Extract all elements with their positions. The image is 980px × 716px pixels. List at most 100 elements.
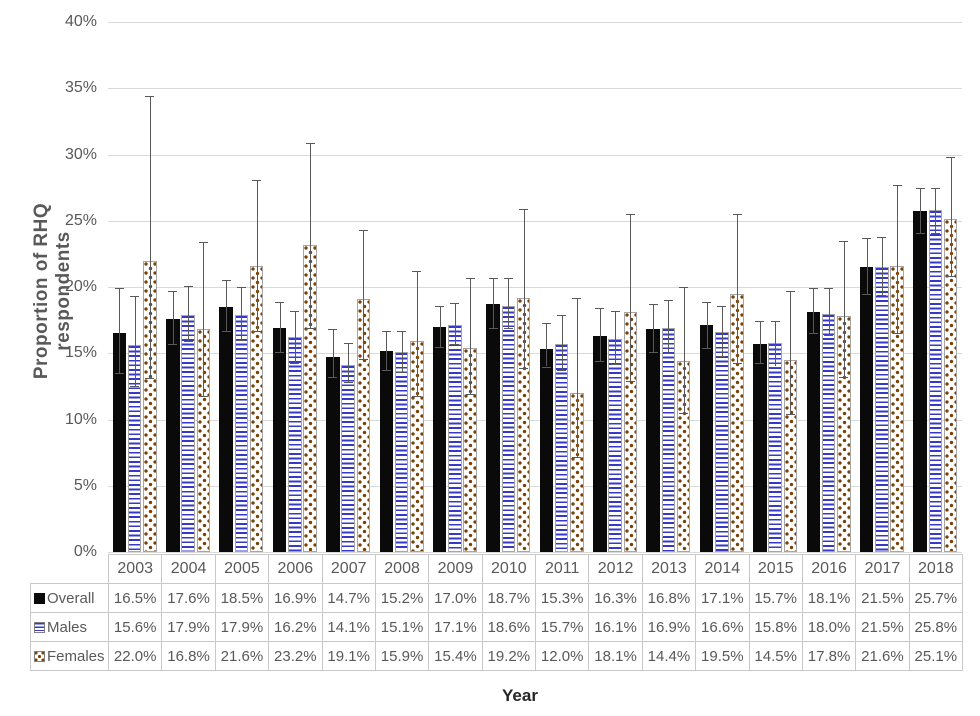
bar-overall-2005 <box>219 306 233 552</box>
errorbar-cap-low-males-2003 <box>130 386 140 388</box>
errorbar-cap-low-females-2014 <box>732 362 742 364</box>
errorbar-cap-low-females-2007 <box>358 358 368 360</box>
legend-label-overall: Overall <box>47 589 95 607</box>
errorbar-cap-low-overall-2012 <box>595 361 605 363</box>
value-overall-2016: 18.1% <box>801 583 857 613</box>
bar-overall-2018 <box>913 211 927 552</box>
value-females-2003: 22.0% <box>107 641 163 671</box>
errorbar-males-2009 <box>454 302 456 344</box>
errorbar-overall-2009 <box>439 305 441 347</box>
errorbar-overall-2016 <box>813 288 815 334</box>
bar-overall-2004 <box>166 318 180 552</box>
errorbar-males-2010 <box>508 277 510 329</box>
errorbar-cap-high-overall-2005 <box>221 280 231 282</box>
value-overall-2009: 17.0% <box>428 583 483 613</box>
table-header-row: 2003 2004 2005 2006 2007 2008 2009 2010 2011 2012… <box>31 554 964 584</box>
errorbar-cap-low-males-2014 <box>717 355 727 357</box>
errorbar-cap-low-overall-2009 <box>435 346 445 348</box>
errorbar-males-2003 <box>134 296 136 387</box>
errorbar-females-2014 <box>737 214 739 363</box>
errorbar-cap-low-overall-2011 <box>541 366 551 368</box>
errorbar-cap-low-males-2007 <box>343 382 353 384</box>
errorbar-overall-2011 <box>546 322 548 367</box>
errorbar-cap-high-females-2017 <box>892 184 902 186</box>
errorbar-males-2007 <box>348 342 350 383</box>
value-overall-2004: 17.6% <box>161 583 216 613</box>
errorbar-cap-low-overall-2007 <box>328 377 338 379</box>
bar-overall-2010 <box>486 304 500 552</box>
value-females-2018: 25.1% <box>908 641 964 671</box>
errorbar-males-2004 <box>188 285 190 342</box>
bar-overall-2017 <box>859 267 874 552</box>
value-females-2009: 15.4% <box>428 641 483 671</box>
errorbar-females-2009 <box>470 277 472 395</box>
value-females-2005: 21.6% <box>214 641 270 671</box>
errorbar-cap-high-males-2007 <box>343 342 353 344</box>
errorbar-overall-2018 <box>920 187 921 233</box>
legend-cell-males: Males <box>30 612 109 642</box>
errorbar-overall-2010 <box>493 277 494 329</box>
errorbar-cap-high-females-2011 <box>572 297 582 299</box>
bar-males-2010 <box>501 305 516 552</box>
value-females-2014: 19.5% <box>695 641 750 671</box>
bar-males-2008 <box>394 351 409 552</box>
errorbar-overall-2012 <box>599 308 601 362</box>
y-tick-label-30: 30% <box>64 145 97 163</box>
value-males-2007: 14.1% <box>321 612 376 642</box>
value-overall-2018: 25.7% <box>908 583 964 613</box>
errorbar-females-2012 <box>630 214 632 382</box>
year-label-2007: 2007 <box>321 554 376 584</box>
value-overall-2017: 21.5% <box>855 583 910 613</box>
errorbar-cap-high-overall-2008 <box>381 330 391 332</box>
bar-males-2006 <box>288 337 302 552</box>
gridline-5 <box>108 485 962 487</box>
gridline-40 <box>108 22 962 23</box>
errorbar-cap-low-females-2004 <box>198 395 208 397</box>
errorbar-cap-high-overall-2015 <box>755 321 765 323</box>
errorbar-females-2004 <box>203 241 205 396</box>
errorbar-females-2007 <box>363 230 365 359</box>
errorbar-males-2015 <box>775 321 777 367</box>
errorbar-cap-low-males-2006 <box>290 362 300 364</box>
errorbar-cap-low-overall-2014 <box>702 347 711 349</box>
errorbar-cap-high-males-2017 <box>877 236 887 238</box>
errorbar-cap-low-females-2013 <box>679 412 689 414</box>
errorbar-cap-low-males-2010 <box>503 328 513 330</box>
value-females-2007: 19.1% <box>321 641 376 671</box>
bar-overall-2014 <box>699 325 714 552</box>
year-label-2011: 2011 <box>534 554 590 584</box>
value-overall-2015: 15.7% <box>748 583 803 613</box>
table-row-males: Males 15.6% 17.9% 17.9% 16.2% 14.1% 15.1% 17.1%… <box>30 612 964 642</box>
errorbar-cap-high-overall-2013 <box>648 304 658 306</box>
errorbar-cap-high-overall-2003 <box>114 288 124 290</box>
value-males-2011: 15.7% <box>534 612 590 642</box>
errorbar-cap-low-overall-2013 <box>648 351 658 353</box>
errorbar-females-2005 <box>256 179 258 331</box>
value-overall-2008: 15.2% <box>374 583 430 613</box>
errorbar-cap-low-females-2005 <box>252 330 262 332</box>
errorbar-females-2008 <box>416 271 418 396</box>
errorbar-cap-high-overall-2004 <box>168 290 178 292</box>
value-males-2003: 15.6% <box>107 612 163 642</box>
errorbar-cap-high-males-2013 <box>663 300 673 302</box>
errorbar-cap-low-males-2016 <box>824 334 834 336</box>
errorbar-cap-low-females-2009 <box>465 394 475 396</box>
errorbar-cap-high-males-2006 <box>290 310 300 312</box>
errorbar-males-2018 <box>935 187 937 233</box>
errorbar-overall-2006 <box>279 301 281 352</box>
value-males-2015: 15.8% <box>748 612 803 642</box>
errorbar-females-2006 <box>310 142 312 329</box>
bar-males-2009 <box>448 325 462 552</box>
value-males-2016: 18.0% <box>801 612 857 642</box>
value-females-2010: 19.2% <box>481 641 537 671</box>
errorbar-cap-low-males-2018 <box>930 232 940 234</box>
errorbar-cap-high-males-2008 <box>397 330 407 332</box>
errorbar-cap-low-males-2004 <box>183 341 193 343</box>
errorbar-females-2016 <box>843 240 845 378</box>
bar-males-2014 <box>715 332 729 552</box>
year-label-2016: 2016 <box>801 554 857 584</box>
errorbar-cap-low-females-2011 <box>572 456 582 458</box>
errorbar-cap-high-females-2014 <box>732 214 742 216</box>
errorbar-females-2003 <box>149 96 151 379</box>
